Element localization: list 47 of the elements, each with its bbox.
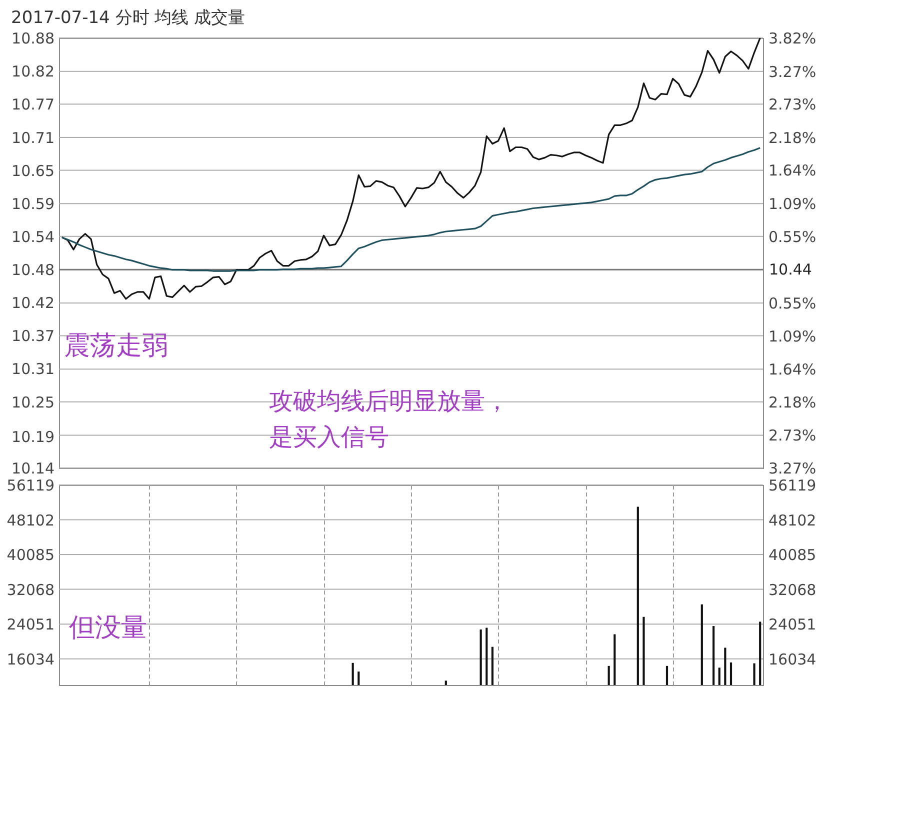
y2-tick-label: 2.73%	[768, 96, 816, 114]
y2-tick-label: 0.55%	[768, 294, 816, 313]
y-tick-label: 10.65	[12, 162, 54, 180]
y-tick-label: 10.19	[12, 428, 54, 446]
y2-tick-label: 1.09%	[768, 327, 816, 346]
y2-tick-label: 3.27%	[768, 460, 816, 478]
y2-tick-label: 2.18%	[768, 393, 816, 412]
y-tick-label: 10.77	[12, 96, 54, 114]
y-tick-label: 48102	[6, 511, 54, 530]
y2-tick-label: 1.64%	[768, 162, 816, 180]
line-series	[61, 38, 761, 300]
y-tick-label: 10.14	[12, 460, 54, 478]
y2-tick-label: 3.27%	[768, 62, 816, 81]
y-tick-label: 10.42	[12, 294, 54, 312]
y2-tick-label: 1.09%	[768, 195, 816, 214]
y-tick-label: 40085	[6, 546, 54, 564]
y2-tick-label: 0.55%	[768, 228, 816, 246]
y-tick-label: 10.82	[12, 62, 54, 81]
y2-tick-label: 16034	[768, 650, 816, 668]
y2-tick-label: 1.64%	[768, 360, 816, 379]
y-tick-label: 10.37	[12, 327, 54, 346]
y-tick-label: 16034	[6, 650, 54, 668]
chart-title: 2017-07-14 分时 均线 成交量	[11, 8, 246, 28]
y-tick-label: 10.48	[12, 260, 54, 279]
y2-tick-label: 40085	[768, 546, 816, 564]
y-tick-label: 10.54	[12, 228, 54, 246]
y2-tick-label: 32068	[768, 580, 816, 599]
annotation: 是买入信号	[269, 423, 389, 451]
y2-tick-label: 48102	[768, 511, 816, 530]
y-tick-label: 10.31	[12, 360, 54, 378]
annotation: 攻破均线后明显放量，	[269, 387, 509, 415]
y-tick-label: 10.25	[12, 393, 54, 412]
annotation: 但没量	[69, 613, 147, 643]
y-tick-label: 56119	[6, 476, 54, 494]
y2-tick-label: 24051	[768, 616, 816, 634]
y-tick-label: 10.59	[12, 195, 54, 214]
y2-tick-label: 2.18%	[768, 128, 816, 147]
y-tick-label: 24051	[6, 616, 54, 634]
y2-tick-label: 2.73%	[768, 426, 816, 445]
text: 10.44	[769, 260, 812, 279]
y-tick-label: 32068	[6, 580, 54, 599]
annotation: 震荡走弱	[64, 331, 168, 361]
y-tick-label: 10.88	[12, 30, 54, 48]
y2-tick-label: 56119	[768, 476, 816, 494]
y-tick-label: 10.71	[12, 128, 54, 147]
y2-tick-label: 3.82%	[768, 30, 816, 48]
line-series	[61, 147, 761, 272]
